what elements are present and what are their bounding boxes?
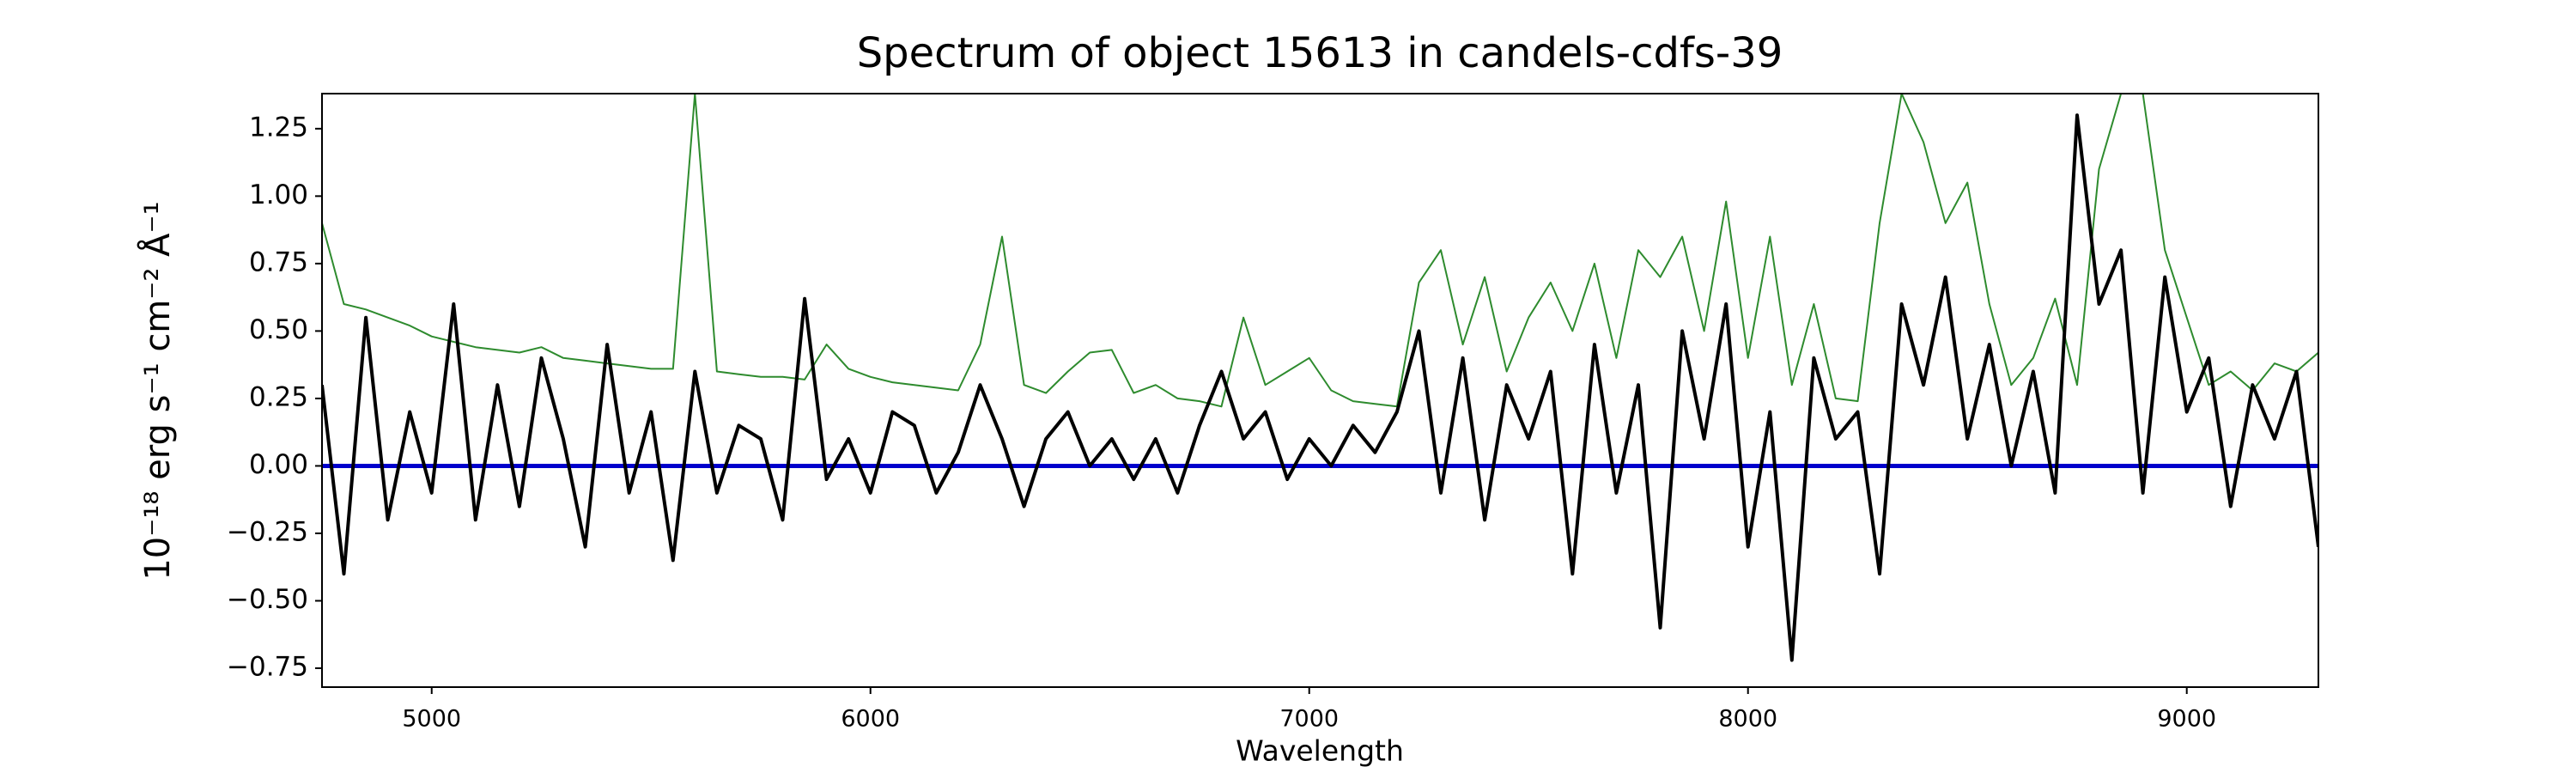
x-tick-label: 5000 bbox=[402, 706, 461, 733]
chart-title: Spectrum of object 15613 in candels-cdfs… bbox=[857, 29, 1783, 77]
y-axis-label: 10⁻¹⁸ erg s⁻¹ cm⁻² Å⁻¹ bbox=[137, 201, 178, 580]
spectrum-line bbox=[322, 94, 2318, 408]
y-tick-label: −0.25 bbox=[227, 516, 308, 547]
y-tick-label: 0.00 bbox=[249, 449, 308, 480]
y-tick-label: −0.75 bbox=[227, 652, 308, 683]
x-tick-label: 7000 bbox=[1279, 706, 1339, 733]
plot-frame bbox=[321, 93, 2319, 688]
x-tick-label: 6000 bbox=[841, 706, 900, 733]
y-tick-label: 0.50 bbox=[249, 314, 308, 345]
x-tick-label: 8000 bbox=[1718, 706, 1777, 733]
y-tick-label: −0.50 bbox=[227, 584, 308, 615]
y-tick-label: 0.75 bbox=[249, 247, 308, 277]
y-tick-label: 1.25 bbox=[249, 112, 308, 143]
x-axis-label: Wavelength bbox=[1236, 734, 1404, 768]
y-tick-label: 1.00 bbox=[249, 180, 308, 210]
y-tick-label: 0.25 bbox=[249, 381, 308, 412]
x-tick-label: 9000 bbox=[2157, 706, 2216, 733]
spectrum-line bbox=[322, 113, 2318, 662]
